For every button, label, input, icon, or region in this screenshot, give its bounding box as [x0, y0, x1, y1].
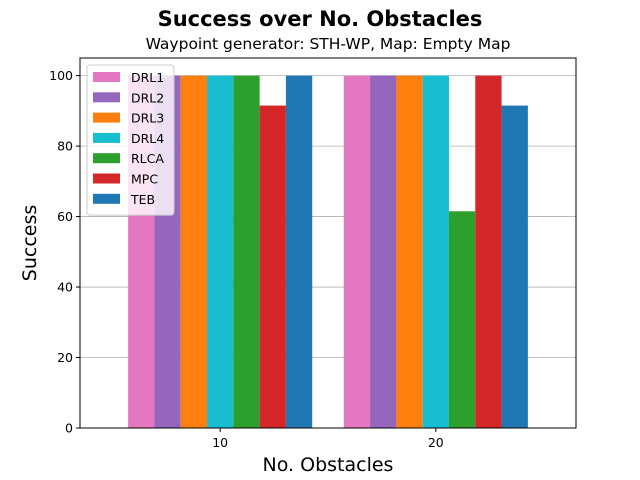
legend-label-drl1: DRL1	[131, 70, 164, 85]
y-tick-label: 60	[57, 209, 73, 224]
bar-drl1-20	[343, 75, 371, 428]
legend-swatch-rlca	[93, 153, 120, 164]
legend-swatch-mpc	[93, 173, 120, 184]
legend-swatch-drl2	[93, 92, 120, 103]
legend-swatch-drl4	[93, 132, 120, 143]
plot-frame	[79, 57, 577, 429]
legend-label-mpc: MPC	[131, 172, 158, 187]
legend: DRL1 DRL2 DRL3 DRL4 RLCA MPC TEB	[86, 64, 175, 216]
bar-rlca-10	[233, 75, 260, 428]
bar-teb-20	[501, 105, 528, 429]
chart-title: Success over No. Obstacles	[158, 7, 483, 31]
bar-mpc-10	[259, 105, 286, 429]
x-tick-label: 10	[212, 435, 228, 450]
legend-label-drl3: DRL3	[131, 111, 164, 126]
y-tick-label: 100	[49, 68, 73, 83]
legend-label-rlca: RLCA	[131, 151, 164, 166]
y-tick-label: 80	[57, 139, 73, 154]
x-axis-label: No. Obstacles	[263, 454, 394, 476]
y-axis-label: Success	[19, 205, 41, 281]
bar-drl2-20	[370, 75, 397, 428]
chart-subtitle: Waypoint generator: STH-WP, Map: Empty M…	[146, 35, 511, 53]
legend-label-drl2: DRL2	[131, 90, 164, 105]
y-axis-ticks: 0 20 40 60 80 100	[49, 68, 80, 436]
y-tick-label: 40	[57, 280, 73, 295]
x-tick-label: 20	[428, 435, 444, 450]
legend-swatch-teb	[93, 193, 120, 204]
legend-label-teb: TEB	[130, 192, 155, 207]
bar-teb-10	[285, 75, 313, 428]
x-axis-ticks: 10 20	[212, 428, 444, 450]
legend-swatch-drl1	[93, 72, 120, 82]
bar-rlca-20	[448, 211, 476, 428]
bars	[128, 75, 528, 429]
bar-drl3-20	[396, 75, 423, 428]
bar-mpc-20	[475, 75, 502, 428]
y-tick-label: 20	[57, 350, 73, 365]
bar-drl3-10	[180, 75, 208, 428]
legend-label-drl4: DRL4	[131, 131, 164, 146]
y-tick-label: 0	[65, 421, 73, 436]
bar-drl4-20	[422, 75, 449, 428]
legend-swatch-drl3	[93, 112, 120, 123]
bar-drl4-10	[207, 75, 234, 428]
